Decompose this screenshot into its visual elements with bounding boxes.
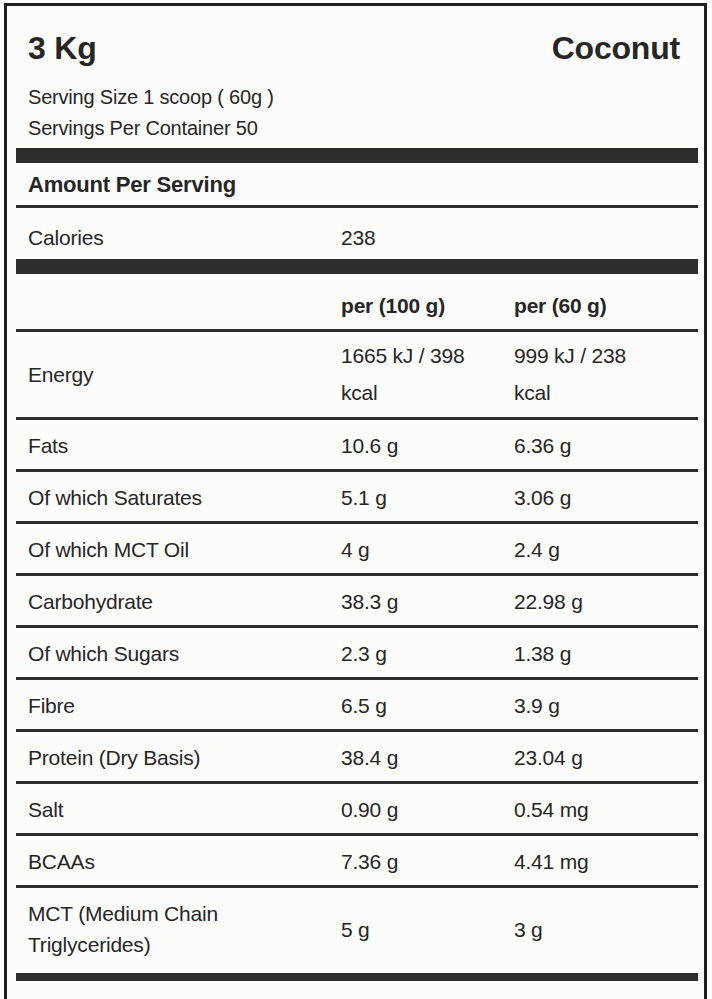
calories-row: Calories 238 [16, 208, 698, 259]
servings-per-container: Servings Per Container 50 [28, 113, 698, 144]
serving-size: Serving Size 1 scoop ( 60g ) [28, 82, 698, 113]
row-value-per-60g: 23.04 g [514, 744, 662, 771]
table-row: Energy 1665 kJ / 398 kcal 999 kJ / 238 k… [16, 332, 698, 420]
amount-per-serving-heading: Amount Per Serving [16, 171, 698, 208]
row-value-per-60g: 4.41 mg [514, 848, 662, 875]
title-row: 3 Kg Coconut [16, 0, 698, 66]
section-divider-bar [16, 973, 698, 981]
table-row: Of which MCT Oil 4 g 2.4 g [16, 524, 698, 576]
row-label: Of which Saturates [16, 484, 341, 511]
row-value-per-100g: 7.36 g [341, 848, 489, 875]
row-value-per-100g: 38.4 g [341, 744, 489, 771]
row-label: Of which MCT Oil [16, 536, 341, 563]
row-label: MCT (Medium Chain Triglycerides) [16, 898, 341, 960]
table-row: Of which Sugars 2.3 g 1.38 g [16, 628, 698, 680]
table-row: Carbohydrate 38.3 g 22.98 g [16, 576, 698, 628]
row-label: Salt [16, 796, 341, 823]
table-row: MCT (Medium Chain Triglycerides) 5 g 3 g [16, 888, 698, 968]
row-value-per-100g: 2.3 g [341, 640, 489, 667]
row-value-per-100g: 6.5 g [341, 692, 489, 719]
calories-value: 238 [341, 224, 514, 251]
label-content: 3 Kg Coconut Serving Size 1 scoop ( 60g … [16, 0, 698, 981]
column-header-per-100g: per (100 g) [341, 292, 514, 319]
row-label: Of which Sugars [16, 640, 341, 667]
table-row: BCAAs 7.36 g 4.41 mg [16, 836, 698, 888]
row-value-per-60g: 999 kJ / 238 kcal [514, 337, 662, 411]
row-label: Carbohydrate [16, 588, 341, 615]
row-value-per-100g: 0.90 g [341, 796, 489, 823]
row-value-per-100g: 10.6 g [341, 432, 489, 459]
row-value-per-100g: 1665 kJ / 398 kcal [341, 337, 489, 411]
serving-info: Serving Size 1 scoop ( 60g ) Servings Pe… [16, 82, 698, 144]
table-row: Salt 0.90 g 0.54 mg [16, 784, 698, 836]
row-label: BCAAs [16, 848, 341, 875]
nutrition-label: 3 Kg Coconut Serving Size 1 scoop ( 60g … [0, 0, 712, 999]
product-size: 3 Kg [28, 30, 97, 66]
table-row: Protein (Dry Basis) 38.4 g 23.04 g [16, 732, 698, 784]
section-divider-bar [16, 259, 698, 274]
section-divider-bar [16, 148, 698, 163]
row-value-per-100g: 5.1 g [341, 484, 489, 511]
row-label: Fats [16, 432, 341, 459]
row-value-per-100g: 5 g [341, 916, 489, 943]
table-row: Of which Saturates 5.1 g 3.06 g [16, 472, 698, 524]
row-value-per-60g: 6.36 g [514, 432, 662, 459]
row-value-per-100g: 38.3 g [341, 588, 489, 615]
product-flavor: Coconut [552, 30, 680, 66]
row-label: Energy [16, 361, 341, 388]
column-header-per-60g: per (60 g) [514, 292, 698, 319]
row-value-per-60g: 3.06 g [514, 484, 662, 511]
row-value-per-60g: 3.9 g [514, 692, 662, 719]
row-label: Protein (Dry Basis) [16, 744, 341, 771]
calories-label: Calories [16, 224, 341, 251]
row-value-per-60g: 3 g [514, 916, 662, 943]
row-label: Fibre [16, 692, 341, 719]
row-value-per-60g: 0.54 mg [514, 796, 662, 823]
row-value-per-60g: 22.98 g [514, 588, 662, 615]
row-value-per-60g: 2.4 g [514, 536, 662, 563]
column-header-row: per (100 g) per (60 g) [16, 274, 698, 332]
table-row: Fibre 6.5 g 3.9 g [16, 680, 698, 732]
table-row: Fats 10.6 g 6.36 g [16, 420, 698, 472]
row-value-per-60g: 1.38 g [514, 640, 662, 667]
row-value-per-100g: 4 g [341, 536, 489, 563]
